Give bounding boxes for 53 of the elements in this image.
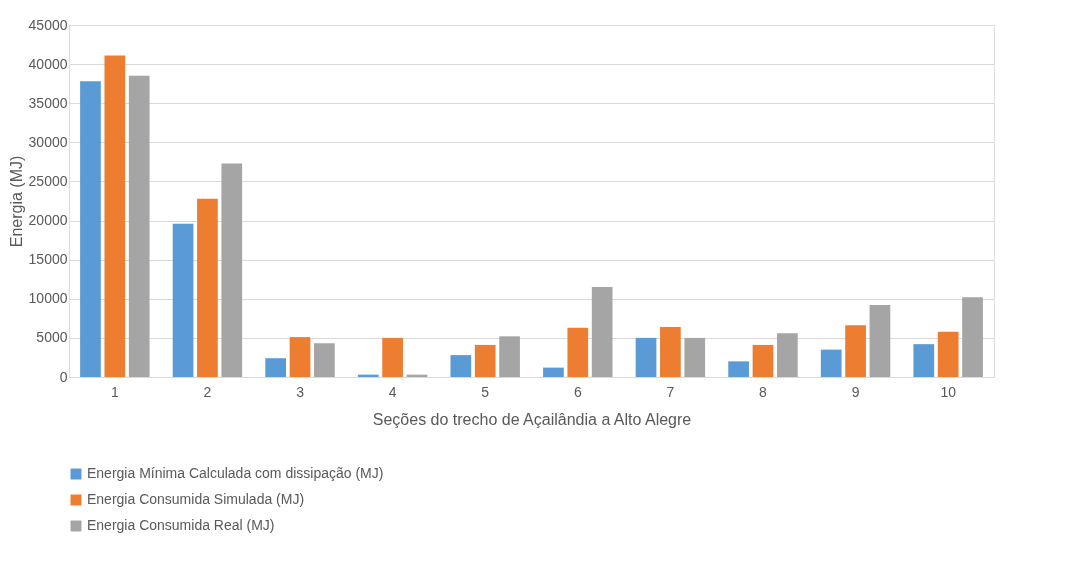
bar [776,333,798,377]
legend-label: Energia Consumida Real (MJ) [87,517,275,533]
x-tick-label: 7 [666,383,675,400]
x-tick-label: 2 [203,383,212,400]
bar [543,367,564,377]
bar [962,297,983,377]
bar [289,337,311,377]
y-tick-label: 0 [59,368,68,385]
y-tick-label: 30000 [28,133,68,150]
y-tick-label: 45000 [28,16,68,33]
x-axis-title: Seções do trecho de Açailândia a Alto Alegre [372,410,692,428]
bar [591,287,613,377]
bar [635,337,657,377]
x-tick-label: 9 [851,383,860,400]
bar [265,358,287,377]
y-tick-label: 35000 [28,94,68,111]
bar [684,337,706,377]
y-tick-label: 5000 [36,329,68,346]
bar [913,344,935,377]
x-tick-label: 5 [481,383,490,400]
legend-label: Energia Mínima Calculada com dissipação (MJ) [87,465,384,481]
bar [869,305,891,377]
bar [474,344,496,377]
y-tick-label: 15000 [28,251,68,268]
bar [728,361,749,377]
bar [128,75,150,377]
bar [104,55,126,377]
y-tick-label: 25000 [28,172,68,189]
bar [450,355,472,377]
x-tick-label: 6 [573,383,582,400]
x-tick-label: 4 [388,383,397,400]
x-tick-label: 10 [940,383,957,400]
bar [820,349,842,377]
bar [499,336,520,377]
x-tick-label: 1 [110,383,119,400]
bar [752,344,774,377]
bar [382,337,403,377]
legend-label: Energia Consumida Simulada (MJ) [87,491,305,507]
y-tick-label: 20000 [28,212,68,229]
bar [314,343,335,377]
bar [221,163,243,377]
y-tick-label: 10000 [28,290,68,307]
y-tick-label: 40000 [28,55,68,72]
y-axis-title: Energia (MJ) [7,155,25,248]
bar [567,327,589,377]
x-tick-label: 3 [296,383,305,400]
bar [172,223,194,377]
bar [845,325,866,377]
bar [937,331,959,377]
x-tick-label: 8 [759,383,768,400]
bar [80,81,101,377]
bar [197,198,218,377]
bar [660,326,681,377]
